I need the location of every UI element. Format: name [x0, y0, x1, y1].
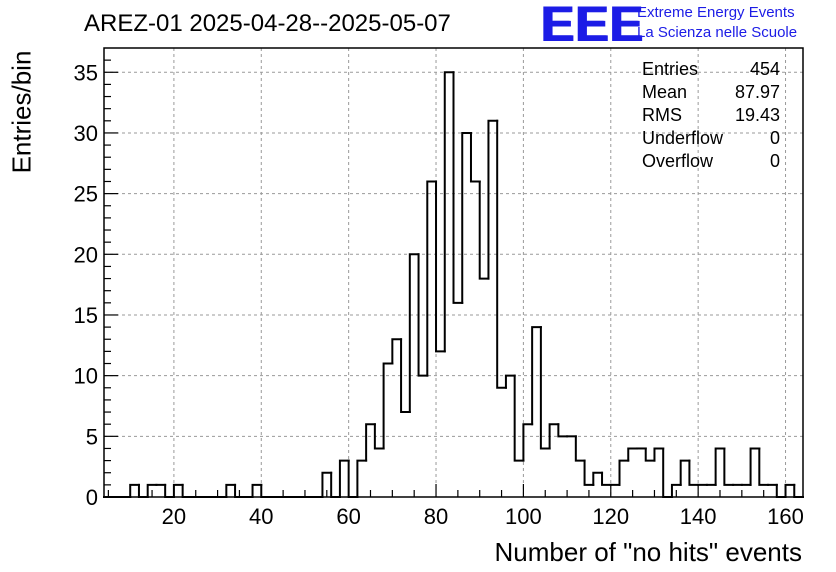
stats-row-mean: Mean 87.97: [642, 81, 780, 104]
y-tick-label: 5: [86, 424, 98, 449]
stats-label: Overflow: [642, 151, 714, 171]
histogram-bin: [164, 483, 175, 498]
histogram-bin: [775, 483, 787, 498]
stats-row-overflow: Overflow 0: [642, 150, 780, 173]
histogram-bin: [644, 447, 656, 462]
stats-value: 454: [749, 59, 780, 79]
histogram-bin: [723, 447, 735, 486]
histogram-bin: [670, 483, 682, 498]
histogram-bin: [146, 483, 158, 498]
histogram-bin: [758, 447, 770, 486]
x-tick-label: 40: [249, 504, 273, 529]
histogram-bin: [417, 253, 429, 377]
histogram-bin: [373, 423, 385, 450]
histogram-bin: [461, 131, 472, 304]
y-tick-label: 20: [74, 242, 98, 267]
x-tick-label: 100: [505, 504, 542, 529]
histogram-bin: [356, 459, 368, 498]
histogram-bin: [688, 459, 700, 486]
y-tick-label: 15: [74, 303, 98, 328]
histogram-bin: [601, 471, 612, 486]
histogram-bin: [627, 447, 638, 462]
histogram-bin: [347, 459, 359, 498]
stats-row-underflow: Underflow 0: [642, 127, 780, 150]
stats-row-rms: RMS 19.43: [642, 104, 780, 127]
histogram-bin: [522, 423, 534, 462]
histogram-bin: [478, 180, 490, 280]
histogram-bin: [172, 483, 184, 498]
histogram-bin: [749, 447, 761, 486]
histogram-bin: [469, 131, 481, 183]
histogram-bin: [129, 483, 140, 498]
x-tick-label: 80: [424, 504, 448, 529]
histogram-bin: [408, 253, 420, 414]
histogram-bin: [592, 471, 604, 486]
y-axis-label: Entries/bin: [6, 50, 37, 174]
histogram-bin: [496, 119, 507, 389]
histogram-bin: [487, 119, 499, 280]
x-tick-label: 120: [592, 504, 629, 529]
histogram-bin: [539, 326, 551, 450]
stats-value: 19.43: [734, 105, 780, 125]
x-tick-label: 20: [162, 504, 186, 529]
stats-label: Underflow: [642, 128, 724, 148]
histogram-bin: [338, 459, 350, 498]
y-tick-label: 10: [74, 364, 98, 389]
logo-subtitle-2: La Scienza nelle Scuole: [637, 24, 798, 41]
histogram-bin: [557, 423, 569, 438]
histogram-bin: [583, 459, 595, 486]
x-tick-label: 140: [680, 504, 717, 529]
histogram-bin: [679, 459, 691, 486]
histogram-bin: [225, 483, 237, 498]
histogram-bin: [513, 374, 525, 462]
histogram-bin: [452, 71, 464, 304]
histogram-bin: [137, 483, 149, 498]
histogram-bin: [435, 180, 446, 353]
histogram-bin: [618, 459, 630, 486]
logo-subtitle-1: Extreme Energy Events: [637, 4, 795, 21]
histogram-bin: [504, 374, 516, 389]
stats-label: Mean: [642, 82, 688, 102]
histogram-bin: [653, 447, 665, 462]
histogram-bin: [426, 180, 438, 377]
tick-labels: 20 40 60 80 100 120 140 160 0 5 10 15 20 25 30 35: [74, 60, 804, 529]
x-tick-label: 60: [336, 504, 360, 529]
y-tick-label: 30: [74, 121, 98, 146]
histogram-bin: [662, 447, 673, 498]
histogram-bin: [382, 362, 394, 450]
x-tick-label: 160: [767, 504, 804, 529]
histogram-bin: [251, 483, 263, 498]
stats-label: RMS: [642, 105, 682, 125]
axis-ticks: [104, 59, 787, 498]
histogram-bin: [330, 471, 341, 498]
stats-box: Entries 454 Mean 87.97 RMS 19.43 Underfl…: [642, 58, 780, 173]
y-tick-label: 35: [74, 60, 98, 85]
histogram-bin: [574, 435, 586, 462]
stats-row-entries: Entries 454: [642, 58, 780, 81]
histogram-bin: [793, 483, 804, 498]
stats-label: Entries: [642, 59, 699, 79]
stats-value: 0: [769, 128, 780, 148]
eee-logo: EEE: [541, 0, 645, 52]
histogram-bin: [714, 447, 726, 486]
histogram-bin: [365, 423, 376, 462]
histogram-bin: [181, 483, 193, 498]
histogram-bin: [321, 471, 333, 498]
stats-value: 0: [769, 151, 780, 171]
histogram-bin: [260, 483, 272, 498]
stats-value: 87.97: [734, 82, 780, 102]
plot-frame: [103, 47, 804, 498]
y-tick-label: 0: [86, 485, 98, 510]
histogram-bin: [784, 483, 796, 498]
histogram-bin: [400, 338, 411, 414]
histogram-bin: [548, 423, 560, 450]
histogram-bin: [443, 71, 455, 353]
chart-title: AREZ-01 2025-04-28--2025-05-07: [84, 10, 451, 37]
histogram-bin: [531, 326, 542, 426]
y-tick-label: 25: [74, 182, 98, 207]
histogram-bin: [391, 338, 403, 365]
x-axis-label: Number of "no hits" events: [494, 537, 803, 567]
